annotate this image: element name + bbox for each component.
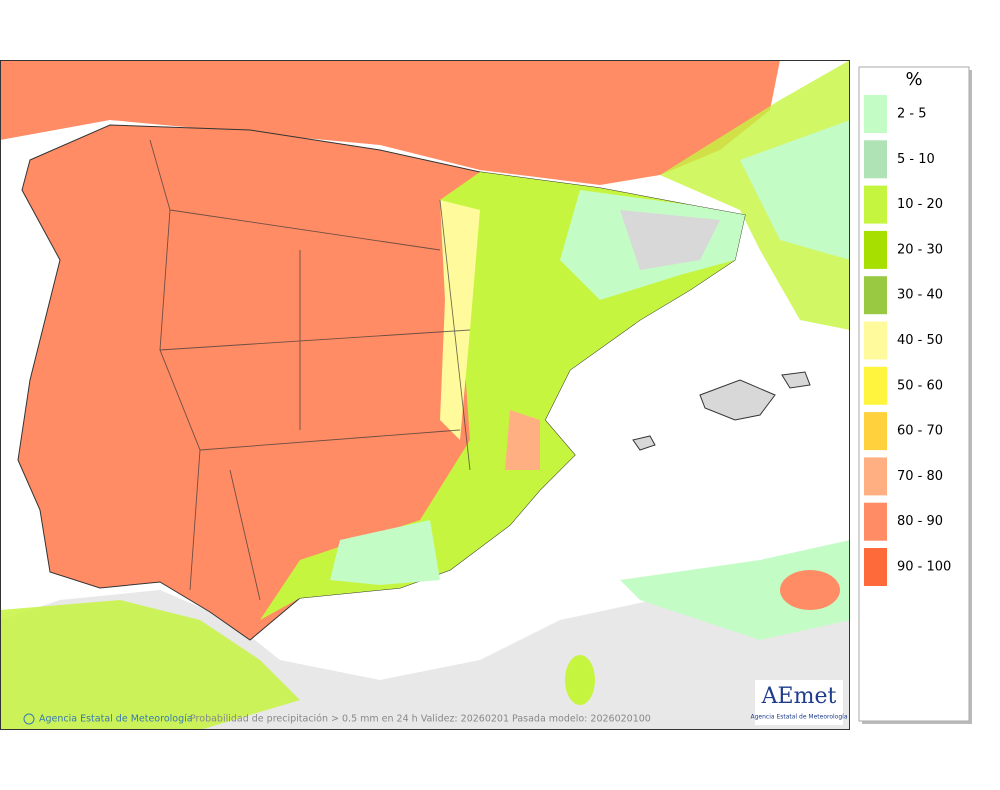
legend-label: 20 - 30 (897, 242, 943, 257)
caption: Probabilidad de precipitación > 0.5 mm e… (190, 714, 651, 725)
legend-swatch (864, 230, 887, 269)
legend-swatch (864, 548, 887, 586)
legend-label: 50 - 60 (897, 378, 943, 393)
legend-label: 5 - 10 (897, 152, 935, 167)
legend-label: 60 - 70 (897, 424, 943, 439)
legend-label: 2 - 5 (897, 107, 927, 122)
legend-swatch (864, 185, 887, 224)
legend-label: 10 - 20 (897, 197, 943, 212)
map (0, 60, 850, 730)
legend-swatch (864, 457, 887, 496)
legend-label: 40 - 50 (897, 333, 943, 348)
logo-subtitle: Agencia Estatal de Meteorología (751, 714, 848, 721)
legend-items: 2 - 5 5 - 10 10 - 20 20 - 30 30 - 40 40 - 50 5… (864, 95, 951, 586)
legend-swatch (864, 412, 887, 451)
legend-swatch (864, 502, 887, 541)
legend-label: 30 - 40 (897, 288, 943, 303)
legend-label: 80 - 90 (897, 514, 943, 529)
copyright-icon (23, 713, 35, 725)
legend-swatch (864, 276, 887, 315)
legend-label: 90 - 100 (897, 560, 951, 575)
legend-swatch (864, 95, 887, 133)
legend-label: 70 - 80 (897, 469, 943, 484)
legend-swatch (864, 321, 887, 360)
legend-title: % (905, 69, 922, 90)
map-frame (0, 60, 850, 730)
credit: Agencia Estatal de Meteorología (39, 714, 193, 725)
logo-box (755, 680, 843, 725)
legend-swatch (864, 366, 887, 405)
logo-name: AEmet (761, 684, 837, 709)
legend-swatch (864, 140, 887, 179)
